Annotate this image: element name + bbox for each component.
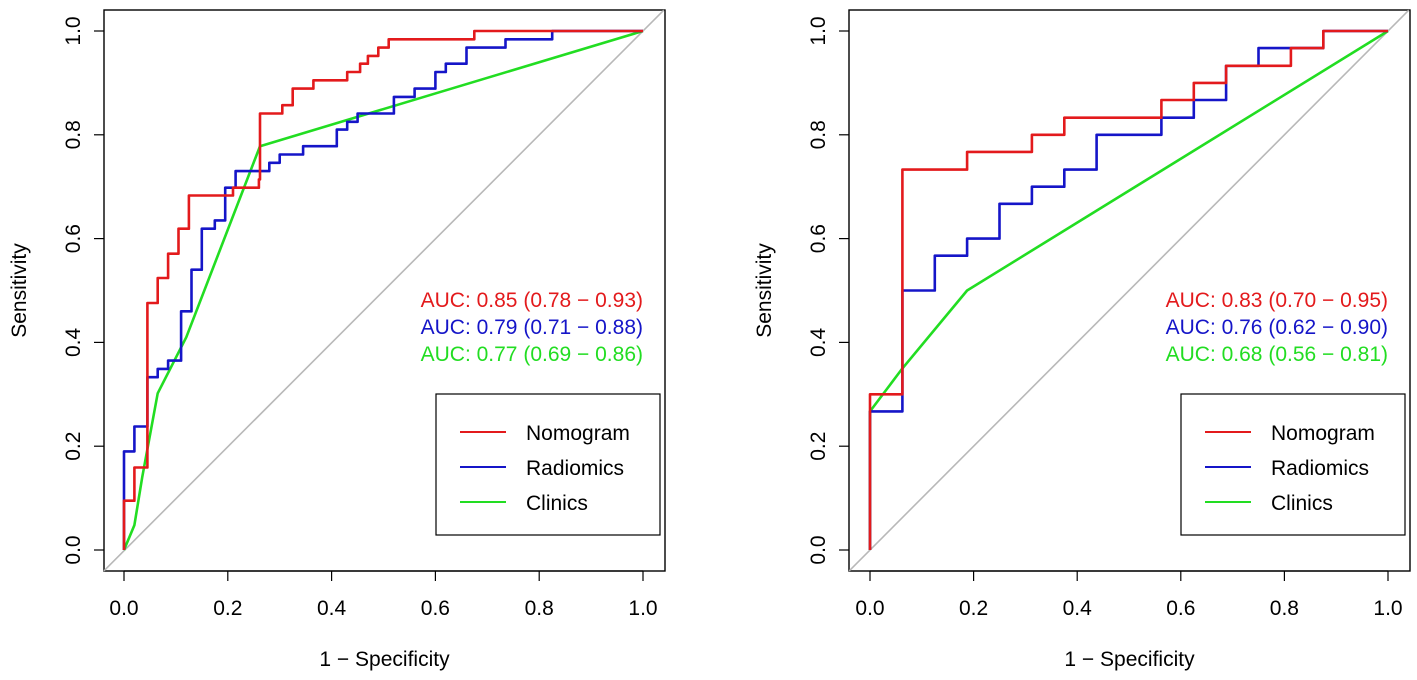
x-tick-label: 0.2: [213, 597, 242, 620]
y-tick-label: 0.6: [62, 224, 85, 253]
x-axis-label: 1 − Specificity: [319, 648, 450, 671]
y-tick-label: 0.6: [807, 224, 830, 253]
x-tick-label: 0.6: [421, 597, 450, 620]
y-tick-label: 0.8: [807, 120, 830, 149]
y-tick-label: 0.2: [62, 432, 85, 461]
auc-annotation: AUC: 0.83 (0.70 − 0.95): [1166, 289, 1388, 312]
y-tick-label: 0.8: [62, 120, 85, 149]
roc-chart-left: 0.0 0.2 0.4 0.6 0.8 1.0 1 − Specificity 0.0 0.2 0…: [8, 9, 666, 671]
roc-chart-right-svg: 0.0 0.2 0.4 0.6 0.8 1.0 1 − Specificity 0.0 0.2 0…: [753, 9, 1411, 671]
y-axis-label: Sensitivity: [8, 243, 31, 338]
y-tick-label: 0.0: [62, 535, 85, 564]
legend-box: [1180, 393, 1406, 536]
legend-label-clinics: Clinics: [1271, 492, 1333, 515]
y-tick-label: 0.4: [807, 327, 830, 357]
roc-curve-nomogram: [868, 29, 1388, 550]
roc-chart-left-svg: 0.0 0.2 0.4 0.6 0.8 1.0 1 − Specificity 0.0 0.2 0…: [8, 9, 666, 671]
auc-annotation: AUC: 0.76 (0.62 − 0.90): [1166, 316, 1388, 339]
x-tick-label: 0.6: [1166, 597, 1195, 620]
x-tick-label: 0.8: [1270, 597, 1299, 620]
y-tick-label: 1.0: [62, 16, 85, 45]
y-axis-label: Sensitivity: [753, 243, 776, 338]
legend-label-radiomics: Radiomics: [526, 457, 624, 480]
legend-label-radiomics: Radiomics: [1271, 457, 1369, 480]
x-tick-label: 0.8: [525, 597, 554, 620]
auc-annotation: AUC: 0.68 (0.56 − 0.81): [1166, 343, 1388, 366]
reference-diagonal-line: [848, 9, 1410, 572]
x-tick-label: 0.4: [317, 597, 347, 620]
auc-annotation: AUC: 0.77 (0.69 − 0.86): [421, 343, 643, 366]
auc-annotation: AUC: 0.79 (0.71 − 0.88): [421, 316, 643, 339]
x-tick-label: 0.2: [959, 597, 988, 620]
roc-chart-right: 0.0 0.2 0.4 0.6 0.8 1.0 1 − Specificity 0.0 0.2 0…: [746, 0, 1417, 680]
legend-label-clinics: Clinics: [526, 492, 588, 515]
y-tick-label: 1.0: [807, 16, 830, 45]
y-tick-label: 0.4: [62, 327, 85, 357]
x-tick-label: 0.0: [109, 597, 138, 620]
x-tick-label: 0.0: [855, 597, 884, 620]
x-tick-label: 1.0: [628, 597, 657, 620]
roc-curve-radiomics: [122, 29, 643, 550]
x-tick-label: 0.4: [1063, 597, 1093, 620]
auc-annotation: AUC: 0.85 (0.78 − 0.93): [421, 289, 643, 312]
y-tick-label: 0.2: [807, 432, 830, 461]
roc-curve-nomogram: [122, 29, 643, 550]
reference-diagonal-line: [103, 9, 665, 572]
legend-label-nomogram: Nomogram: [526, 422, 630, 445]
y-tick-label: 0.0: [807, 535, 830, 564]
x-tick-label: 1.0: [1373, 597, 1402, 620]
legend-box: [435, 393, 661, 536]
legend-label-nomogram: Nomogram: [1271, 422, 1375, 445]
x-axis-label: 1 − Specificity: [1064, 648, 1195, 671]
